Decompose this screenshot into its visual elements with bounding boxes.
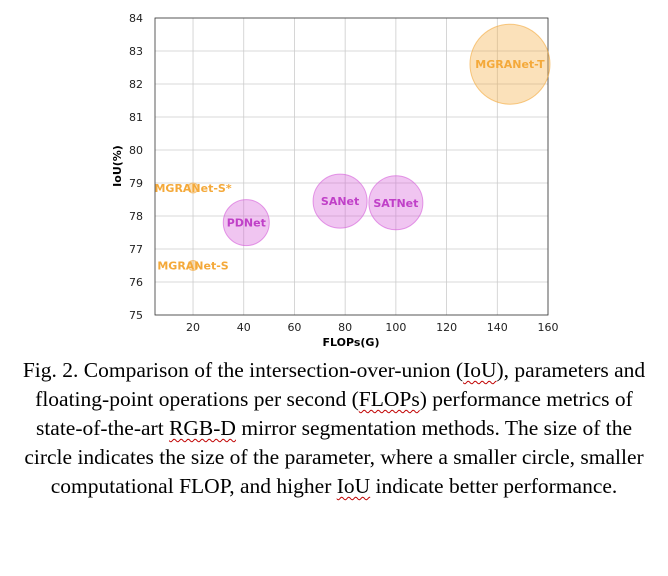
x-tick-label: 60 xyxy=(287,321,301,334)
bubble-pdnet xyxy=(222,199,270,247)
y-tick-label: 80 xyxy=(129,144,143,157)
x-tick-label: 20 xyxy=(186,321,200,334)
bubble-labels: MGRANet-S* MGRANet-S PDNet SANet SATNet MGRAN… xyxy=(154,58,545,272)
y-tick-label: 76 xyxy=(129,276,143,289)
x-tick-label: 140 xyxy=(487,321,508,334)
x-tick-label: 120 xyxy=(436,321,457,334)
y-axis-title: IoU(%) xyxy=(111,145,124,187)
bubble-label-satnet: SATNet xyxy=(373,197,418,210)
y-tick-label: 77 xyxy=(129,243,143,256)
y-tick-label: 82 xyxy=(129,78,143,91)
bubble-mgranet-s xyxy=(187,260,199,271)
bubble-sanet xyxy=(312,173,368,229)
caption-text: Fig. 2. Comparison of the intersection-o… xyxy=(22,358,464,382)
bubble-mgranet-s xyxy=(187,182,199,194)
y-tick-label: 84 xyxy=(129,12,143,25)
bubble-satnet xyxy=(368,175,424,231)
x-axis-title: FLOPs(G) xyxy=(323,336,380,349)
bubble-chart: 75 76 77 78 79 80 81 82 83 84 20 40 60 80 100 120 140 16… xyxy=(111,12,559,349)
caption-text: ) performance metrics of state-of-the-ar… xyxy=(35,387,633,440)
y-tick-label: 75 xyxy=(129,309,143,322)
caption-underlined-term: RGB-D xyxy=(169,416,236,440)
y-tick-label: 78 xyxy=(129,210,143,223)
bubble-label-mgranet-s: MGRANet-S xyxy=(157,260,228,273)
y-tick-labels: 75 76 77 78 79 80 81 82 83 84 xyxy=(129,12,143,322)
bubble-label-mgranet-t: MGRANet-T xyxy=(475,58,545,71)
bubble-label-mgranet-s: MGRANet-S* xyxy=(154,182,231,195)
y-tick-label: 79 xyxy=(129,177,143,190)
caption-underlined-term: IoU xyxy=(463,358,497,382)
bubble-mgranet-t xyxy=(469,23,551,105)
bubble-label-pdnet: PDNet xyxy=(227,217,266,230)
x-tick-labels: 20 40 60 80 100 120 140 160 xyxy=(186,321,558,334)
caption-text: mirror segmentation methods. The size of… xyxy=(24,416,644,498)
caption-text: indicate better performance. xyxy=(370,474,618,498)
plot-area-frame xyxy=(154,17,549,316)
caption-underlined-term: IoU xyxy=(336,474,371,498)
y-tick-label: 81 xyxy=(129,111,143,124)
caption-text: ), parameters and floating-point operati… xyxy=(35,358,646,411)
bubbles xyxy=(187,23,551,271)
plot-area-background xyxy=(155,18,548,315)
caption-underlined-term: FLOPs xyxy=(358,387,420,411)
figure-caption: Fig. 2. Comparison of the intersection-o… xyxy=(20,356,648,501)
x-tick-label: 80 xyxy=(338,321,352,334)
x-tick-label: 160 xyxy=(538,321,559,334)
bubble-label-sanet: SANet xyxy=(321,195,359,208)
x-tick-label: 40 xyxy=(237,321,251,334)
y-tick-label: 83 xyxy=(129,45,143,58)
x-tick-label: 100 xyxy=(385,321,406,334)
